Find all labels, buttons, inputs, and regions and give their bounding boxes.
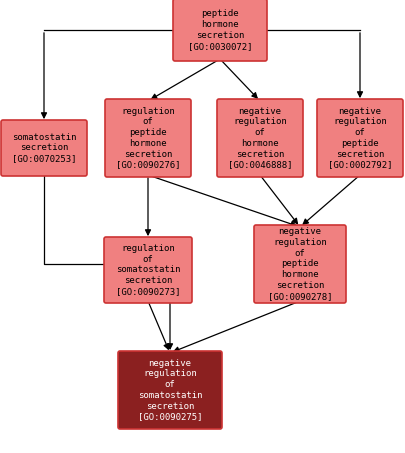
Text: negative
regulation
of
peptide
secretion
[GO:0002792]: negative regulation of peptide secretion…	[328, 106, 392, 169]
FancyBboxPatch shape	[105, 99, 191, 177]
FancyBboxPatch shape	[317, 99, 403, 177]
FancyBboxPatch shape	[118, 351, 222, 429]
FancyBboxPatch shape	[217, 99, 303, 177]
FancyBboxPatch shape	[173, 0, 267, 61]
Text: regulation
of
somatostatin
secretion
[GO:0090273]: regulation of somatostatin secretion [GO…	[116, 244, 180, 296]
Text: regulation
of
peptide
hormone
secretion
[GO:0090276]: regulation of peptide hormone secretion …	[116, 106, 180, 169]
Text: peptide
hormone
secretion
[GO:0030072]: peptide hormone secretion [GO:0030072]	[188, 10, 252, 51]
Text: negative
regulation
of
somatostatin
secretion
[GO:0090275]: negative regulation of somatostatin secr…	[138, 359, 202, 421]
Text: negative
regulation
of
peptide
hormone
secretion
[GO:0090278]: negative regulation of peptide hormone s…	[268, 227, 332, 301]
FancyBboxPatch shape	[1, 120, 87, 176]
Text: somatostatin
secretion
[GO:0070253]: somatostatin secretion [GO:0070253]	[12, 133, 76, 163]
Text: negative
regulation
of
hormone
secretion
[GO:0046888]: negative regulation of hormone secretion…	[228, 106, 292, 169]
FancyBboxPatch shape	[254, 225, 346, 303]
FancyBboxPatch shape	[104, 237, 192, 303]
